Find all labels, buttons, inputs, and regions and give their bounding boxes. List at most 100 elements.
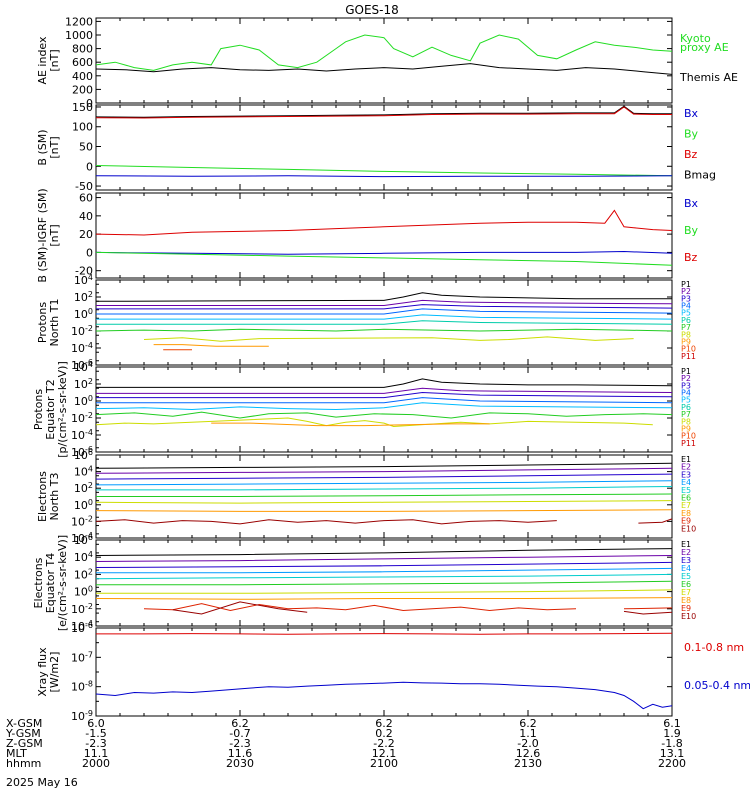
series-line — [96, 580, 673, 586]
legend-entry: E6 — [681, 494, 691, 503]
x-axis-value: -1.8 — [661, 737, 682, 750]
y-tick-label: 100 — [72, 121, 93, 134]
legend-entry: E7 — [681, 588, 691, 597]
x-axis-value: 11.1 — [84, 747, 109, 760]
panel-frame — [95, 279, 673, 366]
y-tick-label: 40 — [79, 210, 93, 223]
series-line — [95, 165, 673, 177]
y-axis-label: [p/(cm²-s-sr-keV)] — [56, 361, 69, 458]
legend-entry: P11 — [681, 439, 696, 448]
legend-entry: P10 — [681, 432, 696, 441]
legend-entry: By — [684, 128, 699, 141]
y-tick-label: 800 — [72, 43, 93, 56]
series-line — [95, 509, 673, 512]
y-axis-label: [W/m2] — [48, 652, 61, 693]
panel-3: -20 0 20 40 60 B (SM)-IGRF (SM) [nT] Bx By Bz — [36, 188, 699, 282]
plot-title: GOES-18 — [345, 3, 399, 17]
y-tick-label: 20 — [79, 228, 93, 241]
y-tick-label: 0 — [86, 246, 93, 259]
legend-entry: Bmag — [684, 169, 716, 182]
series-line — [623, 607, 673, 610]
y-axis-label: B (SM)-IGRF (SM) — [36, 188, 49, 282]
y-tick-label: 10-9 — [71, 709, 93, 723]
panel-4: 10-6 10-4 10-2 100 102 104 Protons North T1 P1P2… — [36, 273, 696, 372]
x-axis-value: 6.0 — [87, 717, 105, 730]
y-axis-label: North T1 — [48, 299, 61, 347]
x-axis-value: -1.5 — [85, 727, 106, 740]
legend-entry: P9 — [681, 337, 691, 346]
y-tick-label: 10-8 — [71, 680, 93, 694]
y-axis-label: [nT] — [48, 49, 61, 71]
y-tick-label: 10-4 — [71, 531, 93, 545]
x-axis-value: 2200 — [658, 757, 686, 770]
series-line — [95, 328, 673, 332]
x-axis-value: 6.2 — [519, 717, 537, 730]
series-line — [211, 422, 490, 427]
y-tick-label: 1000 — [65, 29, 93, 42]
x-axis-value: 12.1 — [372, 747, 397, 760]
x-axis-value: 6.2 — [231, 717, 249, 730]
y-axis-label: [nT] — [48, 224, 61, 246]
y-tick-label: 10-6 — [71, 445, 93, 459]
y-tick-label: 10-2 — [71, 514, 93, 528]
x-axis-row-label: MLT — [6, 747, 27, 760]
y-tick-label: 50 — [79, 141, 93, 154]
y-tick-label: 102 — [74, 290, 93, 304]
series-line — [623, 610, 673, 615]
legend-entry: Bz — [684, 251, 698, 264]
series-line — [96, 320, 673, 325]
x-axis-table: X-GSMY-GSMZ-GSMMLThhmm6.0-1.5-2.311.1200… — [5, 717, 686, 770]
y-axis-label: Protons — [32, 389, 45, 430]
series-line — [172, 601, 308, 615]
series-line — [96, 493, 673, 497]
legend-entry: E7 — [681, 501, 691, 510]
series-line — [95, 519, 557, 525]
y-tick-label: 100 — [74, 307, 93, 321]
legend-entry: P10 — [681, 345, 696, 354]
legend-entry: P7 — [681, 323, 691, 332]
x-axis-value: 2130 — [514, 757, 542, 770]
legend-entry: E1 — [681, 540, 691, 549]
series-line — [96, 304, 673, 310]
series-line — [96, 391, 673, 399]
series-line — [96, 397, 673, 404]
y-tick-label: 100 — [74, 585, 93, 599]
panel-frame — [95, 17, 673, 104]
x-axis-row-label: Y-GSM — [5, 727, 41, 740]
series-line — [96, 589, 673, 594]
y-tick-label: 10-7 — [71, 650, 93, 664]
legend-entry: E8 — [681, 596, 691, 605]
series-line — [95, 402, 673, 411]
legend-entry: Bz — [684, 148, 698, 161]
y-tick-label: 10-2 — [71, 411, 93, 425]
y-tick-label: 102 — [74, 567, 93, 581]
legend-entry: By — [684, 224, 699, 237]
y-tick-label: -50 — [75, 180, 93, 193]
legend-entry: E9 — [681, 517, 691, 526]
y-tick-label: 106 — [74, 448, 93, 462]
series-line — [96, 299, 673, 306]
legend-entry: P9 — [681, 424, 691, 433]
panel-frame — [95, 627, 673, 717]
series-line — [96, 567, 673, 574]
legend-entry: E4 — [681, 478, 691, 487]
series-line — [95, 63, 673, 75]
x-axis-value: 2100 — [370, 757, 398, 770]
x-axis-value: 6.1 — [663, 717, 681, 730]
y-tick-label: -20 — [75, 265, 93, 278]
y-tick-label: 100 — [74, 394, 93, 408]
x-axis-row-label: hhmm — [6, 757, 41, 770]
series-line — [95, 292, 672, 302]
series-line — [95, 473, 673, 480]
legend-entry: P11 — [681, 352, 696, 361]
y-tick-label: 10-2 — [71, 324, 93, 338]
y-tick-label: 104 — [74, 360, 93, 374]
legend-entry: 0.05-0.4 nm — [684, 679, 750, 692]
legend-entry: P1 — [681, 367, 691, 376]
x-axis-value: -0.7 — [229, 727, 250, 740]
legend-entry: 0.1-0.8 nm — [684, 641, 744, 654]
legend-entry: P4 — [681, 389, 691, 398]
panel-2: -50 0 50 100 150 B (SM) [nT] Bx By Bz Bmag — [36, 101, 716, 193]
